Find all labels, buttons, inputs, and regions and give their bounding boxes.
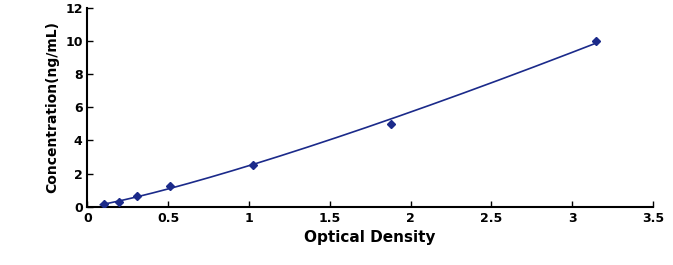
Y-axis label: Concentration(ng/mL): Concentration(ng/mL): [46, 21, 60, 193]
X-axis label: Optical Density: Optical Density: [304, 230, 436, 245]
